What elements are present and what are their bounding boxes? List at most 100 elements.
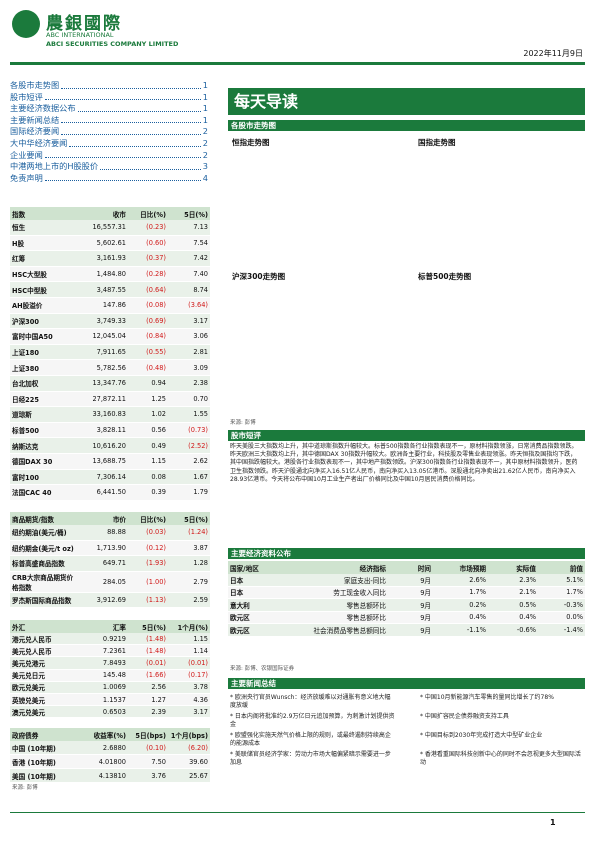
cell: 3.09 (168, 359, 210, 376)
cell: 7.54 (168, 235, 210, 252)
econ-source: 来源: 彭博、农银国际证券 (230, 666, 295, 672)
column-header: 汇率 (78, 620, 128, 633)
table: 指数 收市 日比(%) 5日(%) 恒生 16,557.31 (0.23) 7.13 H股 5,6… (10, 207, 210, 501)
column-header: 市场预期 (433, 561, 488, 574)
news-text: 欧盟强化实施天然气价格上限的规则，或最终遏制持续高企的能源成本 (230, 732, 391, 747)
cell: 1.7% (538, 586, 585, 599)
cell: 27,872.11 (78, 391, 128, 408)
row: 日本 劳工现金收入同比 9月 1.7% 2.1% 1.7% (228, 586, 585, 599)
cell: 1.14 (168, 644, 210, 658)
cell: (3.64) (168, 297, 210, 314)
column-header: 指数 (10, 207, 78, 220)
cell: (0.48) (128, 359, 168, 376)
cell: (0.60) (128, 235, 168, 252)
cell: -0.3% (538, 598, 585, 612)
cell: 2.81 (168, 344, 210, 361)
cell: 1.02 (128, 406, 168, 423)
cell: 0.08 (128, 469, 168, 486)
cell: 8.74 (168, 281, 210, 298)
cell: 上证180 (10, 344, 78, 361)
toc-title: 主要经济数据公布 (10, 103, 76, 114)
cell: 0.49 (128, 437, 168, 454)
cell: 美元兑港元 (10, 656, 78, 670)
table: 政府债券 收益率(%) 5日(bps) 1个月(bps) 中国 (10年期) 2.6880… (10, 728, 210, 783)
row: 道琼斯 33,160.83 1.02 1.55 (10, 406, 210, 423)
cell: 0.5% (488, 598, 538, 612)
chart-source: 来源: 彭博 (230, 420, 256, 426)
brand: 農銀國際 (46, 14, 122, 34)
cell: 富时中国A50 (10, 328, 78, 345)
cell: 德国DAX 30 (10, 453, 78, 470)
header-row: 商品期货/指数 市价 日比(%) 5日(%) (10, 512, 210, 525)
toc-page: 2 (202, 126, 208, 137)
column-header: 时间 (388, 561, 433, 574)
cell: 25.67 (168, 768, 210, 783)
cell: 4.01800 (78, 754, 128, 769)
banner: 每天导读 (228, 88, 585, 115)
cell: 劳工现金收入同比 (273, 586, 388, 599)
toc-item: 主要新闻总结 1 (10, 115, 208, 127)
table: 国家/地区 经济指标 时间 市场预期 实际值 前值 日本 家庭支出-同比 9月 2.6% 2.3% 5… (228, 561, 585, 637)
row: 欧元区 社会消费品零售总额同比 9月 -1.1% -0.6% -1.4% (228, 623, 585, 637)
cell: 2.79 (168, 571, 210, 593)
row: 罗杰斯国际商品指数 3,912.69 (1.13) 2.59 (10, 592, 210, 609)
cell: 2.59 (168, 592, 210, 609)
left-source: 来源: 彭博 (12, 785, 38, 791)
cell: 0.6503 (78, 705, 128, 719)
news-text: 美联储官员经济学家：劳动力市场大幅偏紧暗示需要进一步加息 (230, 751, 391, 766)
cell: 33,160.83 (78, 406, 128, 423)
cell: CRB大宗商品期货价格指数 (10, 571, 78, 593)
cell: 7.8493 (78, 656, 128, 670)
row: 港元兑人民币 0.9219 (1.48) 1.15 (10, 633, 210, 646)
toc-page: 2 (202, 149, 208, 160)
cell: 纳斯达克 (10, 437, 78, 454)
row: 澳元兑美元 0.6503 2.39 3.17 (10, 705, 210, 719)
cell: 3,161.93 (78, 250, 128, 267)
cell: 4.36 (168, 693, 210, 707)
cell: 富时100 (10, 469, 78, 486)
cell: 1.15 (168, 633, 210, 646)
cell: (1.13) (128, 592, 168, 609)
chart-title: 沪深300走势图 (232, 272, 286, 281)
cell: 标普500 (10, 422, 78, 439)
row: 欧元区 零售总额环比 9月 0.4% 0.4% 0.0% (228, 611, 585, 624)
cell: 纽约期油(美元/桶) (10, 525, 78, 541)
cell: 2.56 (128, 681, 168, 694)
cell: 2.1% (488, 586, 538, 599)
toc-leader (44, 173, 201, 182)
row: 富时中国A50 12,045.04 (0.84) 3.06 (10, 328, 210, 345)
cell: 0.4% (488, 611, 538, 624)
toc-page: 3 (202, 161, 208, 172)
page-number: 1 (550, 818, 556, 827)
header-row: 指数 收市 日比(%) 5日(%) (10, 207, 210, 220)
cell: 5.1% (538, 574, 585, 587)
cell: 1.25 (128, 391, 168, 408)
column-header: 实际值 (488, 561, 538, 574)
cell: (1.48) (128, 633, 168, 646)
cell: 3.78 (168, 681, 210, 694)
cell: 3.17 (168, 705, 210, 719)
news-text: 欧洲央行官员Wunsch：经济放缓难以对通胀有意义地大幅度放缓 (230, 694, 391, 709)
toc-item: 免责声明 4 (10, 173, 208, 185)
toc-page: 1 (202, 114, 208, 125)
row: 美元兑港元 7.8493 (0.01) (0.01) (10, 656, 210, 670)
cell: 9月 (388, 586, 433, 599)
cell: HSC中型股 (10, 281, 78, 298)
column-header: 1个月(%) (168, 620, 210, 633)
cell: 10,616.20 (78, 437, 128, 454)
cell: 0.70 (168, 391, 210, 408)
toc-leader (44, 92, 201, 101)
cell: (0.17) (168, 669, 210, 682)
row: 纽约期金(美元/t oz) 1,713.90 (0.12) 3.87 (10, 540, 210, 557)
cell: 港元兑人民币 (10, 633, 78, 646)
row: 上证180 7,911.65 (0.55) 2.81 (10, 344, 210, 361)
cell: (0.73) (168, 422, 210, 439)
cell: 12,045.04 (78, 328, 128, 345)
bullet: * (420, 732, 425, 739)
cell: (0.64) (128, 281, 168, 298)
cell: 日经225 (10, 391, 78, 408)
cell: 1.55 (168, 406, 210, 423)
column-header: 政府债券 (10, 728, 78, 741)
cell: 7.42 (168, 250, 210, 267)
cell: 零售总额环比 (273, 611, 388, 624)
